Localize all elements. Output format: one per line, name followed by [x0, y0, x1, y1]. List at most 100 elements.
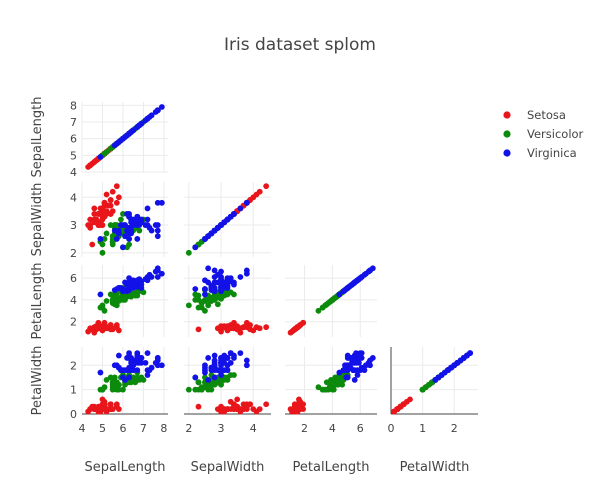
data-point-virginica[interactable] — [362, 362, 369, 369]
data-point-virginica[interactable] — [344, 367, 351, 374]
data-point-virginica[interactable] — [227, 359, 234, 366]
legend-item-versicolor[interactable]: Versicolor — [503, 127, 584, 141]
data-point-setosa[interactable] — [113, 183, 120, 190]
data-point-virginica[interactable] — [362, 270, 369, 277]
data-point-virginica[interactable] — [115, 230, 122, 237]
data-point-versicolor[interactable] — [195, 379, 202, 386]
data-point-setosa[interactable] — [218, 403, 224, 410]
data-point-virginica[interactable] — [231, 281, 237, 288]
data-point-setosa[interactable] — [103, 191, 110, 198]
data-point-setosa[interactable] — [195, 403, 202, 410]
data-point-virginica[interactable] — [122, 233, 128, 240]
data-point-virginica[interactable] — [218, 362, 224, 369]
data-point-versicolor[interactable] — [120, 211, 126, 217]
data-point-versicolor[interactable] — [315, 384, 322, 391]
data-point-setosa[interactable] — [394, 406, 401, 413]
data-point-virginica[interactable] — [158, 199, 165, 206]
data-point-virginica[interactable] — [158, 270, 165, 277]
legend-item-setosa[interactable]: Setosa — [503, 108, 566, 122]
data-point-virginica[interactable] — [349, 281, 355, 288]
data-point-setosa[interactable] — [95, 222, 102, 228]
data-point-setosa[interactable] — [107, 197, 114, 203]
data-point-versicolor[interactable] — [195, 304, 202, 311]
data-point-setosa[interactable] — [91, 406, 98, 413]
data-point-virginica[interactable] — [451, 362, 458, 369]
data-point-virginica[interactable] — [134, 213, 141, 220]
data-point-virginica[interactable] — [111, 142, 118, 149]
data-point-virginica[interactable] — [211, 352, 218, 359]
data-point-setosa[interactable] — [91, 216, 98, 223]
data-point-virginica[interactable] — [124, 211, 130, 217]
data-point-versicolor[interactable] — [192, 297, 199, 303]
data-point-setosa[interactable] — [263, 183, 270, 190]
data-point-virginica[interactable] — [122, 376, 128, 383]
data-point-versicolor[interactable] — [214, 301, 221, 308]
data-point-virginica[interactable] — [358, 364, 365, 371]
data-point-virginica[interactable] — [134, 124, 141, 130]
data-point-versicolor[interactable] — [101, 150, 108, 157]
data-point-virginica[interactable] — [243, 199, 250, 206]
data-point-setosa[interactable] — [101, 199, 108, 206]
data-point-versicolor[interactable] — [195, 292, 202, 299]
data-point-setosa[interactable] — [256, 188, 263, 195]
data-point-virginica[interactable] — [351, 376, 358, 383]
data-point-versicolor[interactable] — [319, 386, 326, 393]
data-point-setosa[interactable] — [296, 396, 302, 403]
data-point-setosa[interactable] — [91, 211, 98, 217]
data-point-versicolor[interactable] — [101, 307, 108, 314]
data-point-virginica[interactable] — [118, 367, 124, 374]
data-point-versicolor[interactable] — [136, 227, 143, 234]
data-point-setosa[interactable] — [234, 396, 241, 403]
data-point-virginica[interactable] — [118, 285, 124, 291]
data-point-virginica[interactable] — [120, 244, 126, 251]
data-point-setosa[interactable] — [89, 241, 96, 248]
data-point-virginica[interactable] — [154, 107, 161, 114]
data-point-virginica[interactable] — [134, 350, 141, 356]
data-point-setosa[interactable] — [91, 325, 98, 332]
data-point-virginica[interactable] — [336, 369, 343, 376]
data-point-setosa[interactable] — [263, 324, 270, 331]
data-point-setosa[interactable] — [240, 324, 247, 331]
data-point-virginica[interactable] — [218, 355, 224, 361]
data-point-setosa[interactable] — [99, 325, 106, 332]
data-point-setosa[interactable] — [87, 222, 94, 228]
data-point-virginica[interactable] — [148, 274, 155, 280]
data-point-virginica[interactable] — [97, 236, 104, 242]
data-point-versicolor[interactable] — [337, 376, 344, 383]
data-point-setosa[interactable] — [105, 202, 112, 209]
data-point-setosa[interactable] — [99, 208, 106, 215]
data-point-virginica[interactable] — [237, 350, 244, 356]
data-point-setosa[interactable] — [115, 194, 122, 201]
data-point-virginica[interactable] — [154, 199, 161, 206]
data-point-virginica[interactable] — [211, 267, 218, 274]
data-point-setosa[interactable] — [195, 326, 202, 333]
data-point-virginica[interactable] — [158, 362, 165, 369]
data-point-virginica[interactable] — [349, 355, 355, 361]
data-point-virginica[interactable] — [358, 350, 365, 356]
data-point-versicolor[interactable] — [107, 222, 114, 228]
data-point-setosa[interactable] — [300, 319, 307, 326]
data-point-versicolor[interactable] — [185, 302, 192, 309]
data-point-setosa[interactable] — [99, 213, 106, 220]
data-point-virginica[interactable] — [144, 277, 151, 284]
data-point-virginica[interactable] — [355, 355, 362, 361]
data-point-virginica[interactable] — [192, 244, 199, 251]
data-point-setosa[interactable] — [300, 406, 307, 413]
data-point-virginica[interactable] — [205, 265, 212, 272]
data-point-virginica[interactable] — [126, 227, 132, 234]
data-point-virginica[interactable] — [113, 236, 120, 242]
data-point-virginica[interactable] — [138, 359, 145, 366]
data-point-versicolor[interactable] — [315, 307, 322, 314]
data-point-virginica[interactable] — [148, 364, 155, 371]
data-point-versicolor[interactable] — [99, 249, 106, 256]
data-point-setosa[interactable] — [101, 401, 108, 408]
data-point-virginica[interactable] — [344, 285, 351, 291]
data-point-versicolor[interactable] — [109, 386, 116, 393]
data-point-versicolor[interactable] — [103, 230, 110, 237]
data-point-versicolor[interactable] — [111, 374, 118, 381]
data-point-virginica[interactable] — [369, 355, 376, 361]
data-point-setosa[interactable] — [263, 401, 270, 408]
data-point-virginica[interactable] — [211, 279, 218, 286]
data-point-setosa[interactable] — [234, 323, 241, 329]
data-point-virginica[interactable] — [202, 291, 208, 298]
